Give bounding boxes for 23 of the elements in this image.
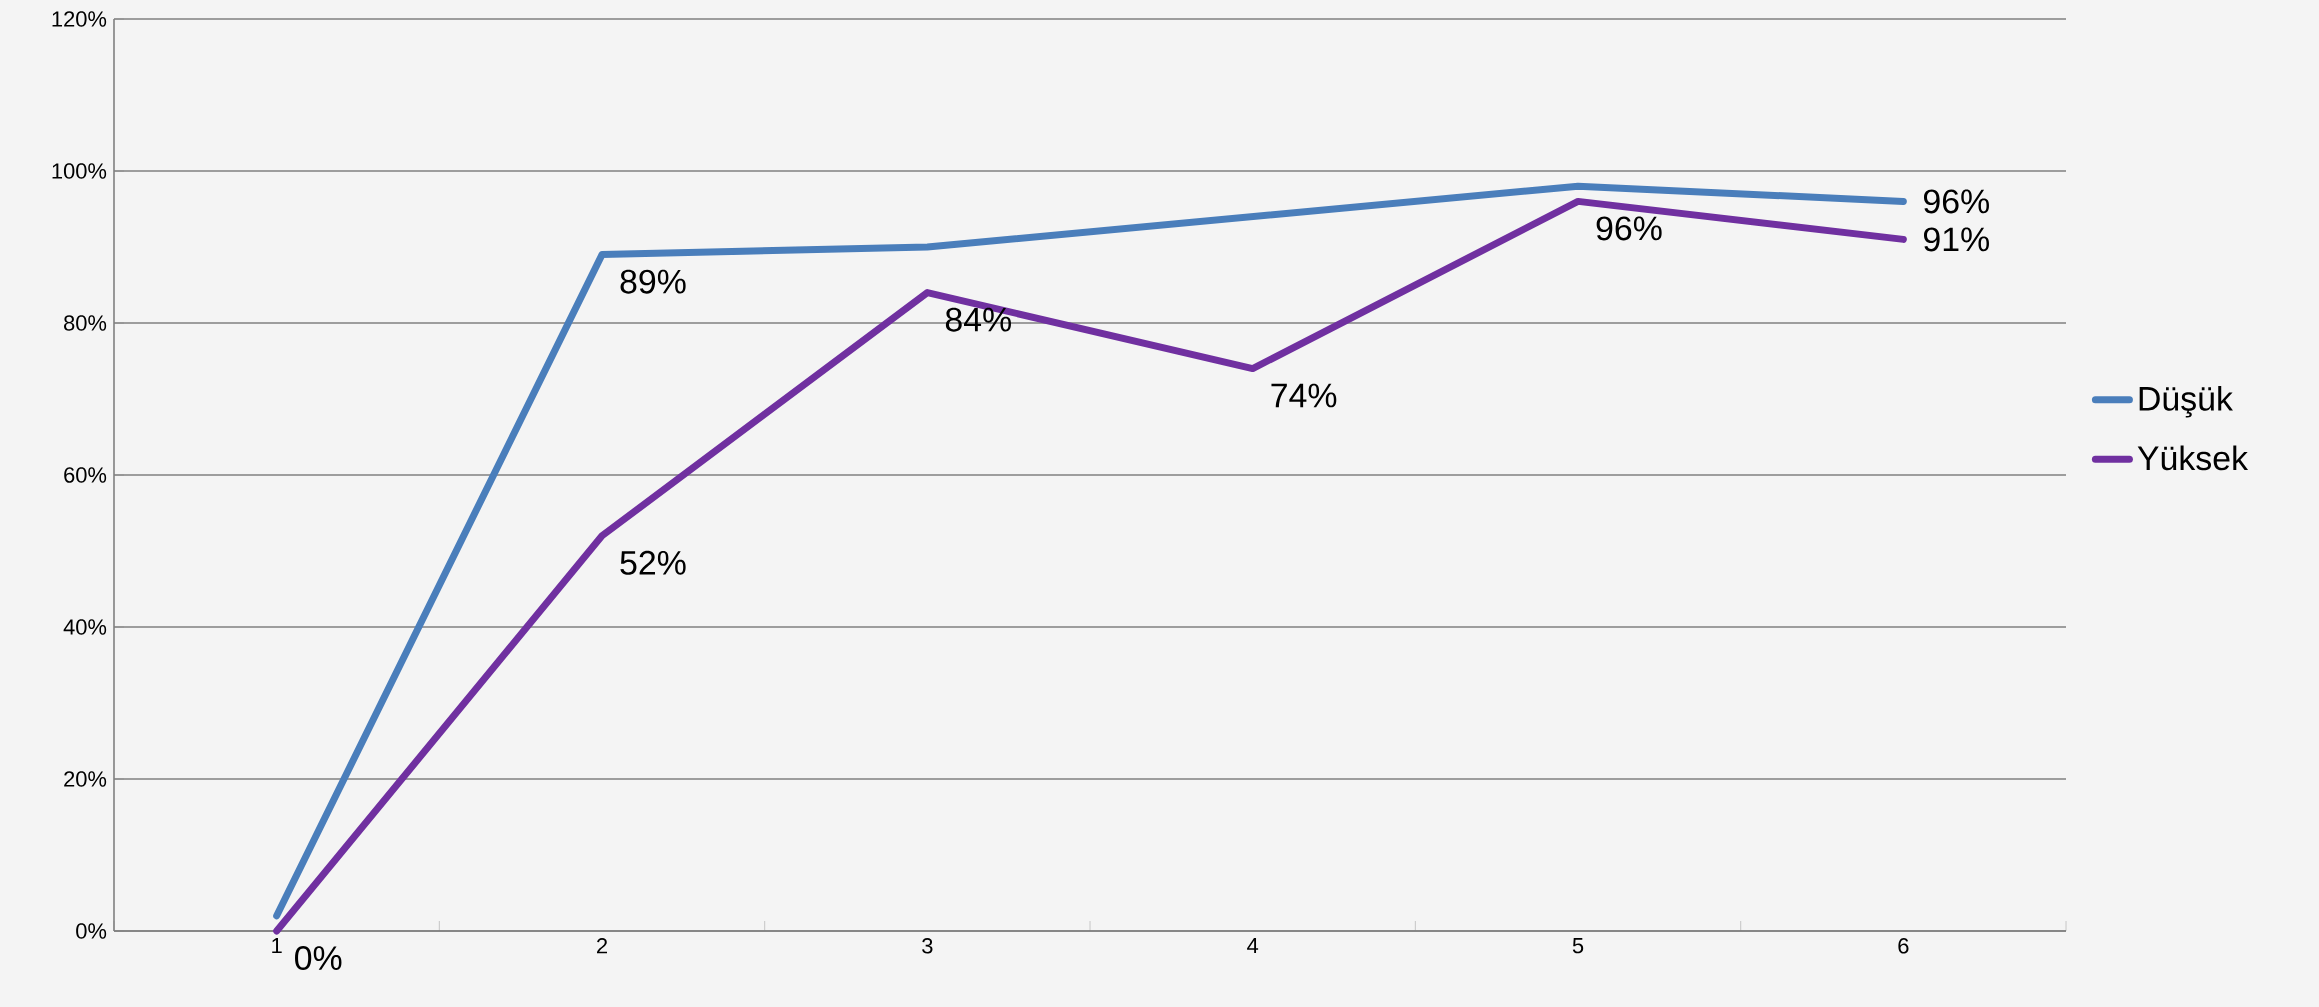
data-label: 0% <box>295 946 342 971</box>
legend-label: Yüksek <box>2137 445 2249 471</box>
y-tick-label: 60% <box>64 467 107 483</box>
x-tick-label: 3 <box>922 938 933 954</box>
y-tick-label: 40% <box>63 619 107 635</box>
x-tick-label: 1 <box>272 938 282 954</box>
x-tick-label: 5 <box>1572 938 1584 954</box>
data-label: 91% <box>1923 227 1989 252</box>
legend-label: Düşük <box>2139 385 2233 418</box>
data-label: 84% <box>945 307 1011 332</box>
y-tick-label: 0% <box>76 923 107 939</box>
y-tick-label: 120% <box>52 11 107 27</box>
data-label: 74% <box>1271 383 1337 408</box>
data-label: 96% <box>1923 189 1989 214</box>
y-tick-label: 20% <box>64 771 107 787</box>
y-tick-label: 100% <box>52 163 107 179</box>
data-label: 89% <box>620 269 686 294</box>
data-label: 52% <box>620 550 686 575</box>
data-label: 96% <box>1596 216 1662 241</box>
x-tick-label: 2 <box>597 938 608 954</box>
x-tick-label: 4 <box>1247 938 1259 954</box>
x-tick-label: 6 <box>1898 938 1909 954</box>
y-tick-label: 80% <box>64 315 107 331</box>
